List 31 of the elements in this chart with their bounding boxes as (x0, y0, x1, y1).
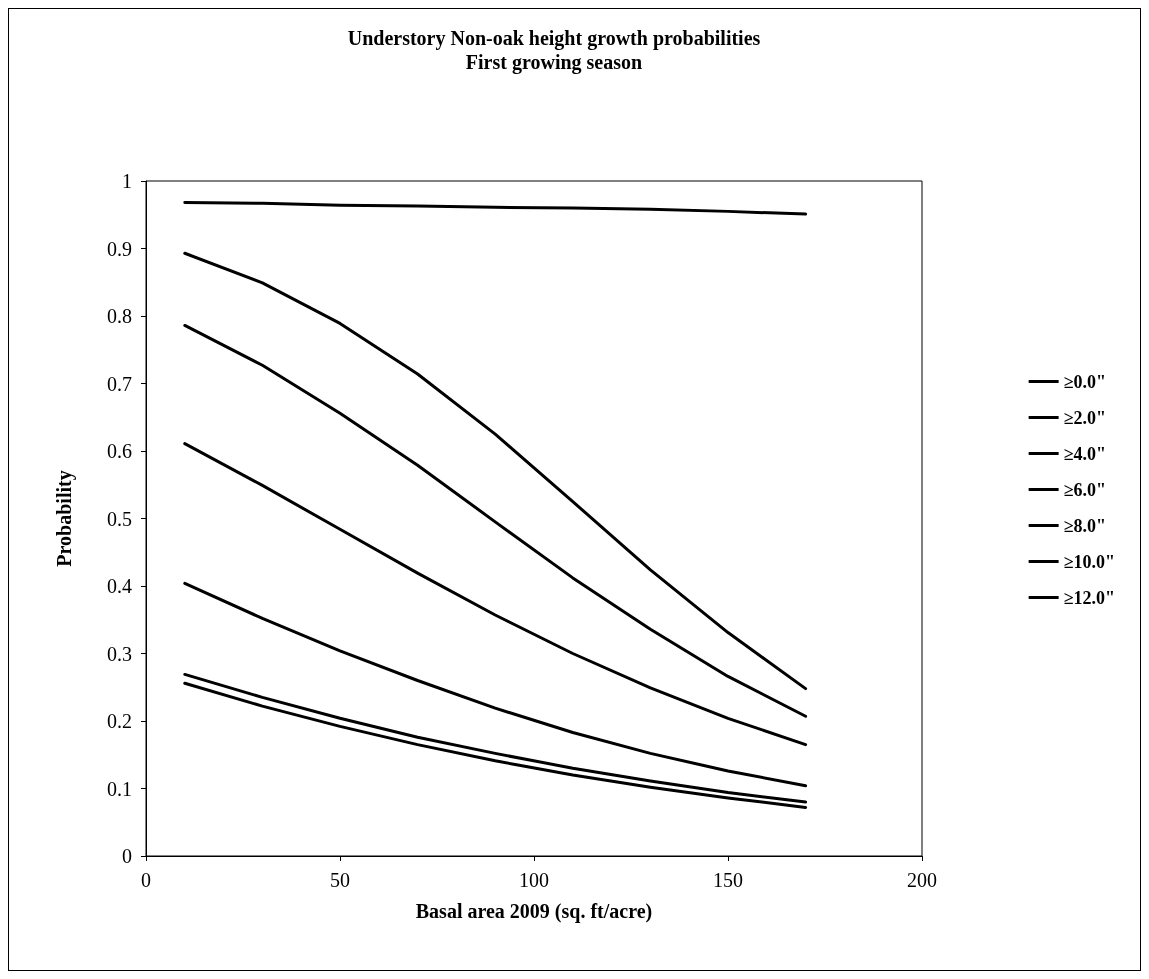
x-tick-label: 0 (141, 869, 151, 891)
y-tick-label: 0.9 (107, 237, 132, 260)
y-tick-label: 0.5 (107, 507, 132, 530)
y-tick-label: 0.4 (107, 575, 132, 597)
x-tick-label: 200 (907, 869, 937, 891)
line-series (183, 442, 808, 747)
chart-title: Understory Non-oak height growth probabilities First growing season (347, 27, 761, 74)
y-tick-label: 0.1 (107, 777, 132, 800)
legend-label: ≥10.0" (1063, 551, 1115, 572)
legend-label: ≥2.0" (1063, 407, 1106, 428)
x-tick-label: 100 (519, 869, 549, 891)
x-tick-label: 150 (713, 869, 743, 891)
line-series (183, 323, 808, 718)
y-tick-label: 0.2 (107, 710, 132, 732)
y-tick-label: 1 (122, 170, 132, 192)
y-tick-label: 0.3 (107, 642, 132, 665)
line-series (183, 251, 808, 691)
y-tick-label: 0.6 (107, 440, 132, 462)
legend-label: ≥12.0" (1063, 587, 1115, 608)
legend-label: ≥0.0" (1063, 371, 1106, 392)
y-tick-label: 0.8 (107, 305, 132, 327)
legend-label: ≥4.0" (1063, 443, 1106, 464)
y-axis-title: Probability (53, 470, 76, 567)
x-tick-label: 50 (330, 869, 350, 891)
line-series (183, 581, 808, 788)
y-tick-label: 0.7 (107, 372, 132, 395)
line-series (183, 201, 808, 216)
legend-label: ≥8.0" (1063, 515, 1106, 536)
y-tick-label: 0 (122, 845, 132, 867)
x-axis-title: Basal area 2009 (sq. ft/acre) (415, 900, 653, 923)
legend-label: ≥6.0" (1063, 479, 1106, 500)
